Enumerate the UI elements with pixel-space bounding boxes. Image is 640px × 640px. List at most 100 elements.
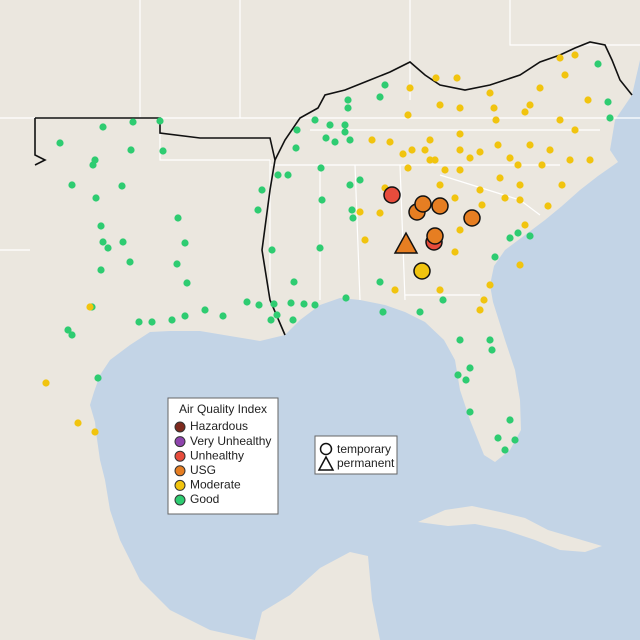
monitor-dot	[476, 148, 484, 156]
temporary-monitor	[413, 262, 431, 280]
monitor-dot	[174, 214, 182, 222]
monitor-dot	[432, 74, 440, 82]
monitor-dot	[89, 161, 97, 169]
legend-swatch	[174, 421, 186, 433]
monitor-dot	[404, 111, 412, 119]
legend-label: Hazardous	[190, 419, 248, 433]
monitor-dot	[566, 156, 574, 164]
monitor-dot	[159, 147, 167, 155]
monitor-dot	[571, 126, 579, 134]
monitor-dot	[544, 202, 552, 210]
monitor-dot	[104, 244, 112, 252]
monitor-dot	[456, 104, 464, 112]
legend-title: Air Quality Index	[179, 402, 267, 416]
monitor-dot	[451, 248, 459, 256]
monitor-dot	[64, 326, 72, 334]
monitor-dot	[456, 226, 464, 234]
monitor-dot	[344, 104, 352, 112]
monitor-dot	[526, 101, 534, 109]
monitor-dot	[97, 222, 105, 230]
monitor-dot	[74, 419, 82, 427]
monitor-dot	[501, 194, 509, 202]
monitor-dot	[94, 374, 102, 382]
monitor-dot	[181, 239, 189, 247]
monitor-dot	[341, 121, 349, 129]
monitor-dot	[488, 346, 496, 354]
monitor-dot	[127, 146, 135, 154]
monitor-dot	[148, 318, 156, 326]
monitor-dot	[486, 281, 494, 289]
legend-swatch	[174, 494, 186, 506]
monitor-dot	[254, 206, 262, 214]
monitor-dot	[341, 128, 349, 136]
monitor-dot	[97, 266, 105, 274]
monitor-dot	[486, 89, 494, 97]
monitor-dot	[349, 214, 357, 222]
monitor-dot	[243, 298, 251, 306]
legend-label: USG	[190, 463, 216, 477]
monitor-dot	[318, 196, 326, 204]
legend-swatch	[174, 479, 186, 491]
monitor-dot	[604, 98, 612, 106]
monitor-dot	[462, 376, 470, 384]
monitor-dot	[584, 96, 592, 104]
monitor-dot	[183, 279, 191, 287]
monitor-dot	[91, 428, 99, 436]
monitor-dot	[99, 238, 107, 246]
monitor-dot	[453, 74, 461, 82]
monitor-dot	[376, 278, 384, 286]
temporary-symbol	[319, 442, 333, 456]
monitor-dot	[119, 238, 127, 246]
monitor-dot	[284, 171, 292, 179]
monitor-dot	[361, 236, 369, 244]
monitor-dot	[586, 156, 594, 164]
monitor-dot	[258, 186, 266, 194]
monitor-dot	[456, 130, 464, 138]
legend-box	[167, 397, 279, 515]
monitor-dot	[456, 336, 464, 344]
temporary-monitor	[426, 227, 444, 245]
legend-label: permanent	[337, 456, 395, 470]
monitor-dot	[476, 306, 484, 314]
monitor-dot	[316, 244, 324, 252]
monitor-dot	[292, 144, 300, 152]
legend-swatch	[174, 436, 186, 448]
monitor-dot	[126, 258, 134, 266]
temporary-monitor	[463, 209, 481, 227]
monitor-dot	[514, 229, 522, 237]
monitor-dot	[68, 331, 76, 339]
monitor-dot	[594, 60, 602, 68]
monitor-dot	[255, 301, 263, 309]
monitor-dot	[456, 146, 464, 154]
monitor-dot	[135, 318, 143, 326]
monitor-dot	[408, 146, 416, 154]
monitor-dot	[356, 176, 364, 184]
temporary-monitor	[383, 186, 401, 204]
monitor-dot	[426, 136, 434, 144]
legend-label: Good	[190, 492, 219, 506]
region-outline	[34, 41, 633, 336]
monitors	[42, 51, 614, 454]
monitor-dot	[490, 104, 498, 112]
legend-label: Unhealthy	[190, 448, 244, 462]
monitor-dot	[311, 301, 319, 309]
monitor-dot	[556, 116, 564, 124]
monitor-dot	[538, 161, 546, 169]
monitor-dot	[476, 186, 484, 194]
monitor-dot	[456, 166, 464, 174]
monitor-dot	[379, 308, 387, 316]
monitor-dot	[521, 221, 529, 229]
monitor-dot	[506, 416, 514, 424]
temporary-monitor	[431, 197, 449, 215]
monitor-dot	[346, 136, 354, 144]
legend-label: Very Unhealthy	[190, 434, 271, 448]
monitor-dot	[290, 278, 298, 286]
monitor-dot	[406, 84, 414, 92]
monitor-dot	[492, 116, 500, 124]
monitor-dot	[431, 156, 439, 164]
legend-swatch	[174, 465, 186, 477]
monitor-dot	[86, 303, 94, 311]
monitor-dot	[201, 306, 209, 314]
